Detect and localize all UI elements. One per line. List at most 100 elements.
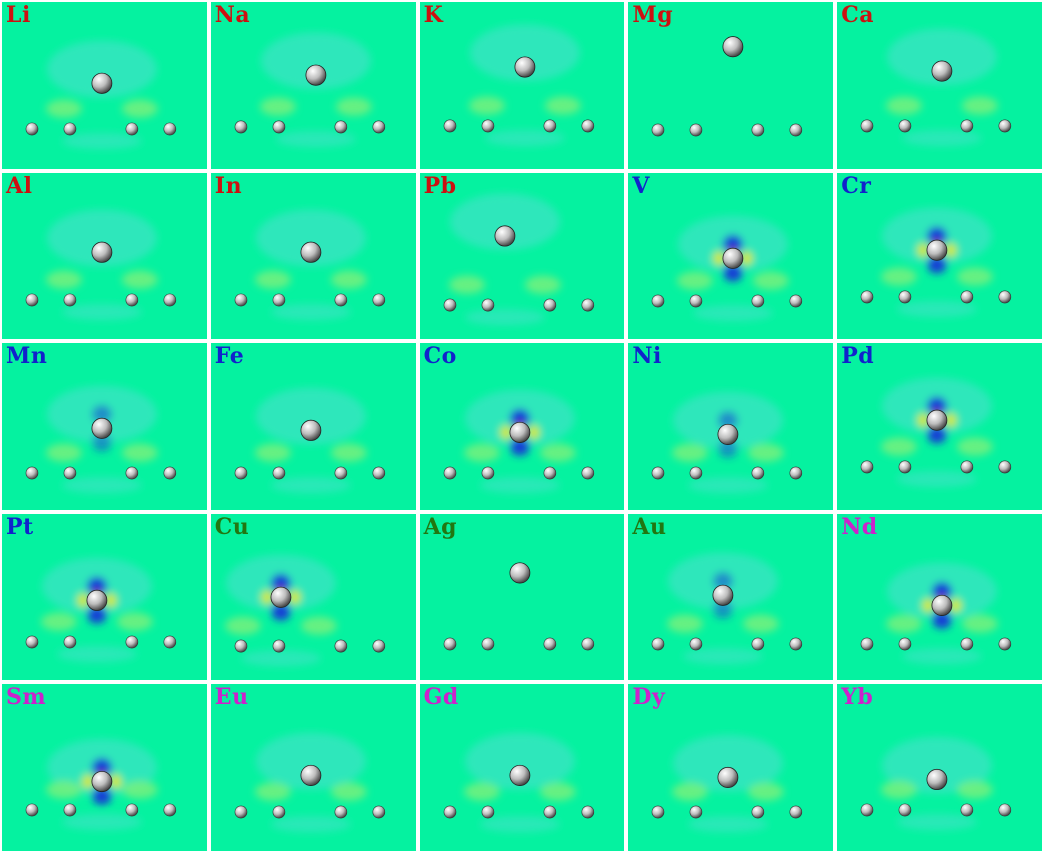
substrate-atom (960, 290, 974, 303)
substrate-atom (481, 805, 494, 819)
substrate-atom (860, 803, 874, 817)
substrate-atom (581, 466, 594, 480)
density-map (652, 735, 803, 833)
element-label: Ni (632, 343, 662, 370)
element-label: Pb (423, 172, 457, 199)
density-map (443, 24, 594, 147)
panel-in: In (210, 172, 416, 340)
substrate-atom (543, 119, 556, 133)
adatom (509, 765, 530, 787)
density-map (860, 737, 1012, 831)
adatom (300, 241, 322, 263)
density-map (860, 377, 1012, 488)
substrate-atom (751, 637, 765, 651)
adatom (270, 586, 292, 608)
substrate-atom (63, 635, 77, 649)
substrate-atom (581, 805, 594, 819)
substrate-atom (372, 805, 385, 819)
density-map (443, 733, 594, 833)
adatom (931, 594, 953, 616)
substrate-atom (25, 122, 39, 136)
adatom (91, 72, 113, 94)
adatom (712, 584, 734, 606)
substrate-atom (543, 805, 556, 819)
element-label: Na (214, 2, 251, 28)
substrate-atom (789, 466, 803, 480)
substrate-atom (25, 293, 39, 306)
panel-v: V (628, 172, 834, 340)
element-label: Sm (6, 684, 47, 711)
element-label: Mn (6, 343, 48, 370)
adatom (931, 60, 953, 82)
element-label: Nd (841, 513, 878, 540)
panel-mg: Mg (628, 2, 834, 169)
element-label: V (632, 172, 650, 199)
adatom (494, 225, 515, 247)
substrate-atom (234, 293, 248, 306)
adatom (926, 239, 948, 261)
density-map (234, 209, 385, 320)
adatom (300, 765, 322, 787)
element-label: Ca (841, 2, 874, 28)
density-map (860, 28, 1012, 147)
substrate-atom (998, 119, 1012, 133)
substrate-atom (898, 637, 912, 651)
substrate-atom (372, 466, 385, 480)
substrate-atom (372, 120, 385, 134)
element-label: Dy (632, 684, 666, 711)
element-label: Co (423, 343, 457, 370)
substrate-atom (898, 803, 912, 817)
substrate-atom (481, 119, 494, 133)
substrate-atom (234, 120, 248, 134)
substrate-atom (163, 635, 177, 649)
density-map (25, 209, 177, 320)
panel-pd: Pd (837, 343, 1042, 510)
panel-au: Au (628, 513, 834, 681)
density-map (443, 562, 594, 651)
substrate-atom (960, 119, 974, 133)
adatom (300, 419, 322, 442)
element-label: Pd (841, 343, 875, 370)
panel-cr: Cr (837, 172, 1042, 340)
element-label: Yb (841, 684, 874, 711)
substrate-atom (163, 803, 177, 817)
density-map (234, 387, 385, 494)
panel-ca: Ca (837, 2, 1042, 169)
substrate-atom (860, 290, 874, 303)
substrate-atom (789, 123, 803, 137)
panel-pb: Pb (419, 172, 625, 340)
substrate-atom (751, 294, 765, 307)
adatom (722, 247, 744, 269)
element-label: Gd (423, 684, 459, 711)
substrate-atom (543, 298, 556, 312)
substrate-atom (125, 635, 139, 649)
substrate-atom (334, 805, 347, 819)
panel-pt: Pt (2, 513, 207, 681)
substrate-atom (125, 803, 139, 817)
substrate-atom (63, 293, 77, 306)
panel-gd: Gd (419, 684, 625, 851)
element-label: Cu (214, 513, 250, 540)
density-map (443, 192, 594, 325)
substrate-atom (998, 637, 1012, 651)
substrate-atom (652, 294, 665, 307)
substrate-atom (543, 637, 556, 651)
substrate-atom (25, 466, 39, 480)
density-map (443, 389, 594, 494)
substrate-atom (960, 803, 974, 817)
density-map (25, 385, 177, 494)
element-label: Mg (632, 2, 674, 28)
substrate-atom (690, 123, 703, 137)
element-label: In (214, 172, 243, 199)
substrate-atom (581, 119, 594, 133)
substrate-atom (334, 639, 347, 653)
substrate-atom (690, 805, 703, 819)
substrate-atom (272, 805, 286, 819)
adatom (926, 409, 948, 431)
density-map (652, 36, 803, 137)
density-map (25, 739, 177, 831)
substrate-atom (272, 293, 286, 306)
substrate-atom (690, 637, 703, 651)
substrate-atom (443, 466, 456, 480)
substrate-atom (481, 298, 494, 312)
